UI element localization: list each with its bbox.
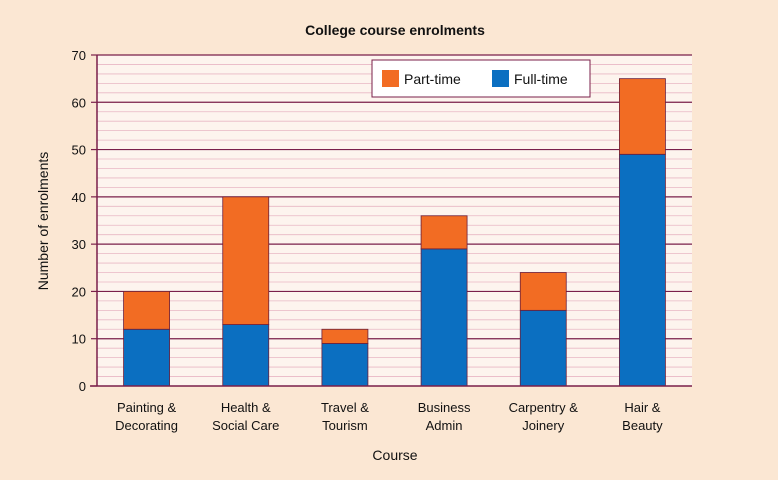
bar-full-time-3: [321, 343, 369, 387]
x-tick-label: Health &: [221, 400, 271, 415]
bar-full-time-4: [420, 248, 468, 387]
x-tick-label: Beauty: [622, 418, 663, 433]
x-tick-label: Business: [418, 400, 471, 415]
bar-part-time-4: [420, 215, 468, 250]
y-axis-label: Number of enrolments: [35, 152, 51, 291]
bar-part-time-6: [619, 78, 666, 155]
x-tick-labels: Painting & Decorating Health & Social Care T…: [115, 400, 663, 433]
bar-part-time-1: [123, 291, 170, 330]
legend-swatch-full-time: [492, 70, 509, 87]
y-tick-label: 40: [72, 190, 86, 205]
y-tick-label: 50: [72, 143, 86, 158]
bar-full-time-6: [619, 153, 666, 387]
y-tick-label: 70: [72, 48, 86, 63]
bar-part-time-3: [321, 328, 369, 344]
y-tick-label: 20: [72, 284, 86, 299]
x-tick-label: Hair &: [624, 400, 660, 415]
bar-full-time-5: [519, 309, 567, 387]
bars: [123, 78, 666, 387]
x-tick-label: Travel &: [321, 400, 369, 415]
bar-full-time-2: [222, 324, 270, 387]
x-tick-label: Tourism: [322, 418, 368, 433]
y-tick-label: 10: [72, 332, 86, 347]
x-axis-label: Course: [372, 447, 417, 463]
chart-title: College course enrolments: [305, 22, 485, 38]
legend: Part-time Full-time: [371, 59, 591, 98]
y-tick-label: 60: [72, 95, 86, 110]
legend-label-part-time: Part-time: [404, 71, 461, 87]
x-tick-label: Painting &: [117, 400, 177, 415]
legend-label-full-time: Full-time: [514, 71, 568, 87]
y-tick-labels: 0 10 20 30 40 50 60 70: [72, 48, 86, 394]
plot-background: [97, 55, 692, 386]
bar-full-time-1: [123, 328, 170, 387]
legend-box: [371, 59, 591, 98]
major-grid: [91, 54, 692, 387]
y-tick-label: 30: [72, 237, 86, 252]
bar-part-time-5: [519, 272, 567, 311]
x-tick-label: Joinery: [522, 418, 564, 433]
legend-swatch-part-time: [382, 70, 399, 87]
bar-part-time-2: [222, 196, 270, 325]
y-tick-label: 0: [79, 379, 86, 394]
x-tick-label: Carpentry &: [509, 400, 579, 415]
x-tick-label: Social Care: [212, 418, 279, 433]
x-tick-label: Decorating: [115, 418, 178, 433]
x-tick-label: Admin: [426, 418, 463, 433]
